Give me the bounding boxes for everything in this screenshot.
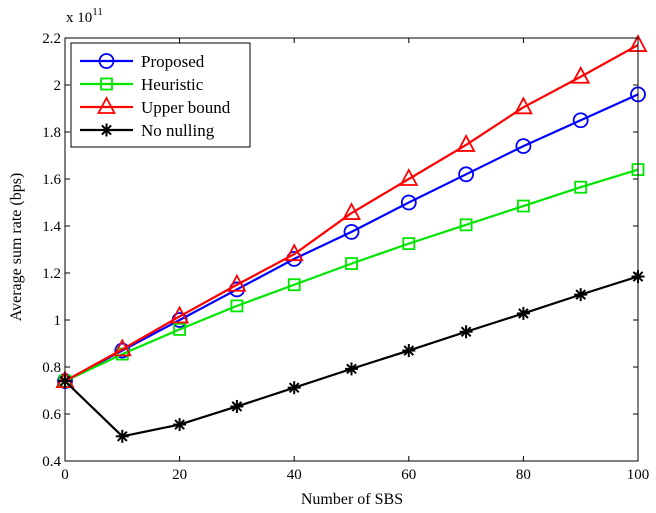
legend-marker — [100, 123, 113, 137]
series-line-no-nulling — [64, 275, 639, 438]
y-tick-label: 1 — [54, 313, 62, 329]
data-point — [574, 288, 588, 302]
legend-label: Proposed — [141, 52, 205, 71]
plot-frame — [64, 37, 639, 462]
data-point — [571, 65, 591, 84]
asterisk-stroke — [575, 289, 587, 300]
data-point — [515, 138, 532, 155]
axis-ticks: 0 20 40 60 80 100 0.4 0.6 0.8 1 1.2 1.4 1.6 1.8 2 2.2 — [42, 31, 649, 483]
asterisk-stroke — [518, 308, 529, 319]
y-multiplier-base: x 10 — [66, 10, 92, 26]
y-tick-label: 1.6 — [42, 172, 61, 188]
series-heuristic — [58, 163, 645, 388]
data-point — [574, 180, 588, 194]
x-tick-label: 20 — [172, 467, 187, 483]
data-point — [173, 418, 187, 432]
y-multiplier-label: x 1011 — [66, 6, 103, 26]
legend-item: No nulling — [80, 121, 215, 140]
data-point — [170, 305, 190, 324]
data-point — [345, 362, 358, 376]
y-tick-label: 1.8 — [42, 125, 61, 141]
data-point — [517, 199, 530, 213]
data-point — [459, 218, 473, 232]
asterisk-stroke — [403, 345, 415, 356]
legend-item: Upper bound — [80, 96, 231, 117]
legend-label: Heuristic — [141, 75, 204, 94]
legend-marker — [97, 96, 116, 114]
legend-marker — [100, 77, 113, 91]
series-no-nulling — [58, 270, 645, 443]
data-point — [230, 299, 244, 313]
y-axis-label: Average sum rate (bps) — [8, 173, 25, 322]
data-point — [343, 223, 360, 240]
x-tick-label: 100 — [627, 467, 650, 483]
data-point — [230, 399, 244, 413]
y-tick-label: 2.2 — [42, 31, 61, 47]
series-line-proposed — [64, 93, 639, 383]
y-tick-label: 0.4 — [42, 454, 61, 470]
x-tick-label: 80 — [516, 467, 531, 483]
asterisk-stroke — [174, 419, 185, 430]
data-point — [572, 112, 589, 129]
legend-item: Proposed — [80, 52, 205, 71]
asterisk-stroke — [101, 124, 112, 136]
y-tick-label: 1.4 — [42, 219, 61, 235]
data-point — [284, 243, 304, 262]
x-tick-label: 0 — [61, 467, 69, 483]
data-point — [516, 306, 530, 320]
asterisk-stroke — [460, 326, 472, 338]
data-point — [287, 381, 301, 395]
data-point — [456, 134, 476, 152]
y-tick-label: 0.8 — [42, 360, 61, 376]
data-point — [227, 273, 247, 292]
y-tick-label: 0.6 — [42, 407, 61, 423]
y-multiplier-exponent: 11 — [92, 6, 103, 18]
y-tick-label: 1.2 — [42, 266, 61, 282]
legend: Proposed Heuristic Upper bound No nulling — [70, 42, 251, 148]
legend-label: Upper bound — [141, 98, 231, 117]
plot-marks — [55, 34, 648, 443]
data-point — [342, 202, 361, 220]
legend-item: Heuristic — [80, 75, 204, 94]
asterisk-stroke — [116, 431, 128, 442]
x-axis-label: Number of SBS — [301, 491, 403, 508]
legend-marker — [98, 53, 115, 69]
data-point — [345, 257, 358, 271]
data-point — [399, 168, 419, 186]
data-point — [173, 322, 187, 336]
data-point — [459, 325, 473, 339]
data-point — [112, 338, 132, 357]
asterisk-stroke — [346, 363, 357, 375]
series-line-heuristic — [64, 168, 639, 383]
series-line-upper-bound — [64, 44, 639, 383]
legend-label: No nulling — [141, 121, 215, 140]
data-point — [402, 237, 416, 251]
asterisk-stroke — [231, 401, 243, 412]
asterisk-stroke — [288, 382, 300, 393]
data-point — [513, 96, 533, 115]
data-point — [400, 194, 417, 211]
data-point — [458, 166, 475, 183]
data-point — [402, 344, 416, 358]
data-point — [115, 429, 129, 443]
series-upper-bound — [55, 34, 648, 389]
x-tick-label: 40 — [287, 467, 302, 483]
y-tick-label: 2 — [54, 78, 62, 94]
x-tick-label: 60 — [401, 467, 416, 483]
data-point — [287, 278, 301, 292]
